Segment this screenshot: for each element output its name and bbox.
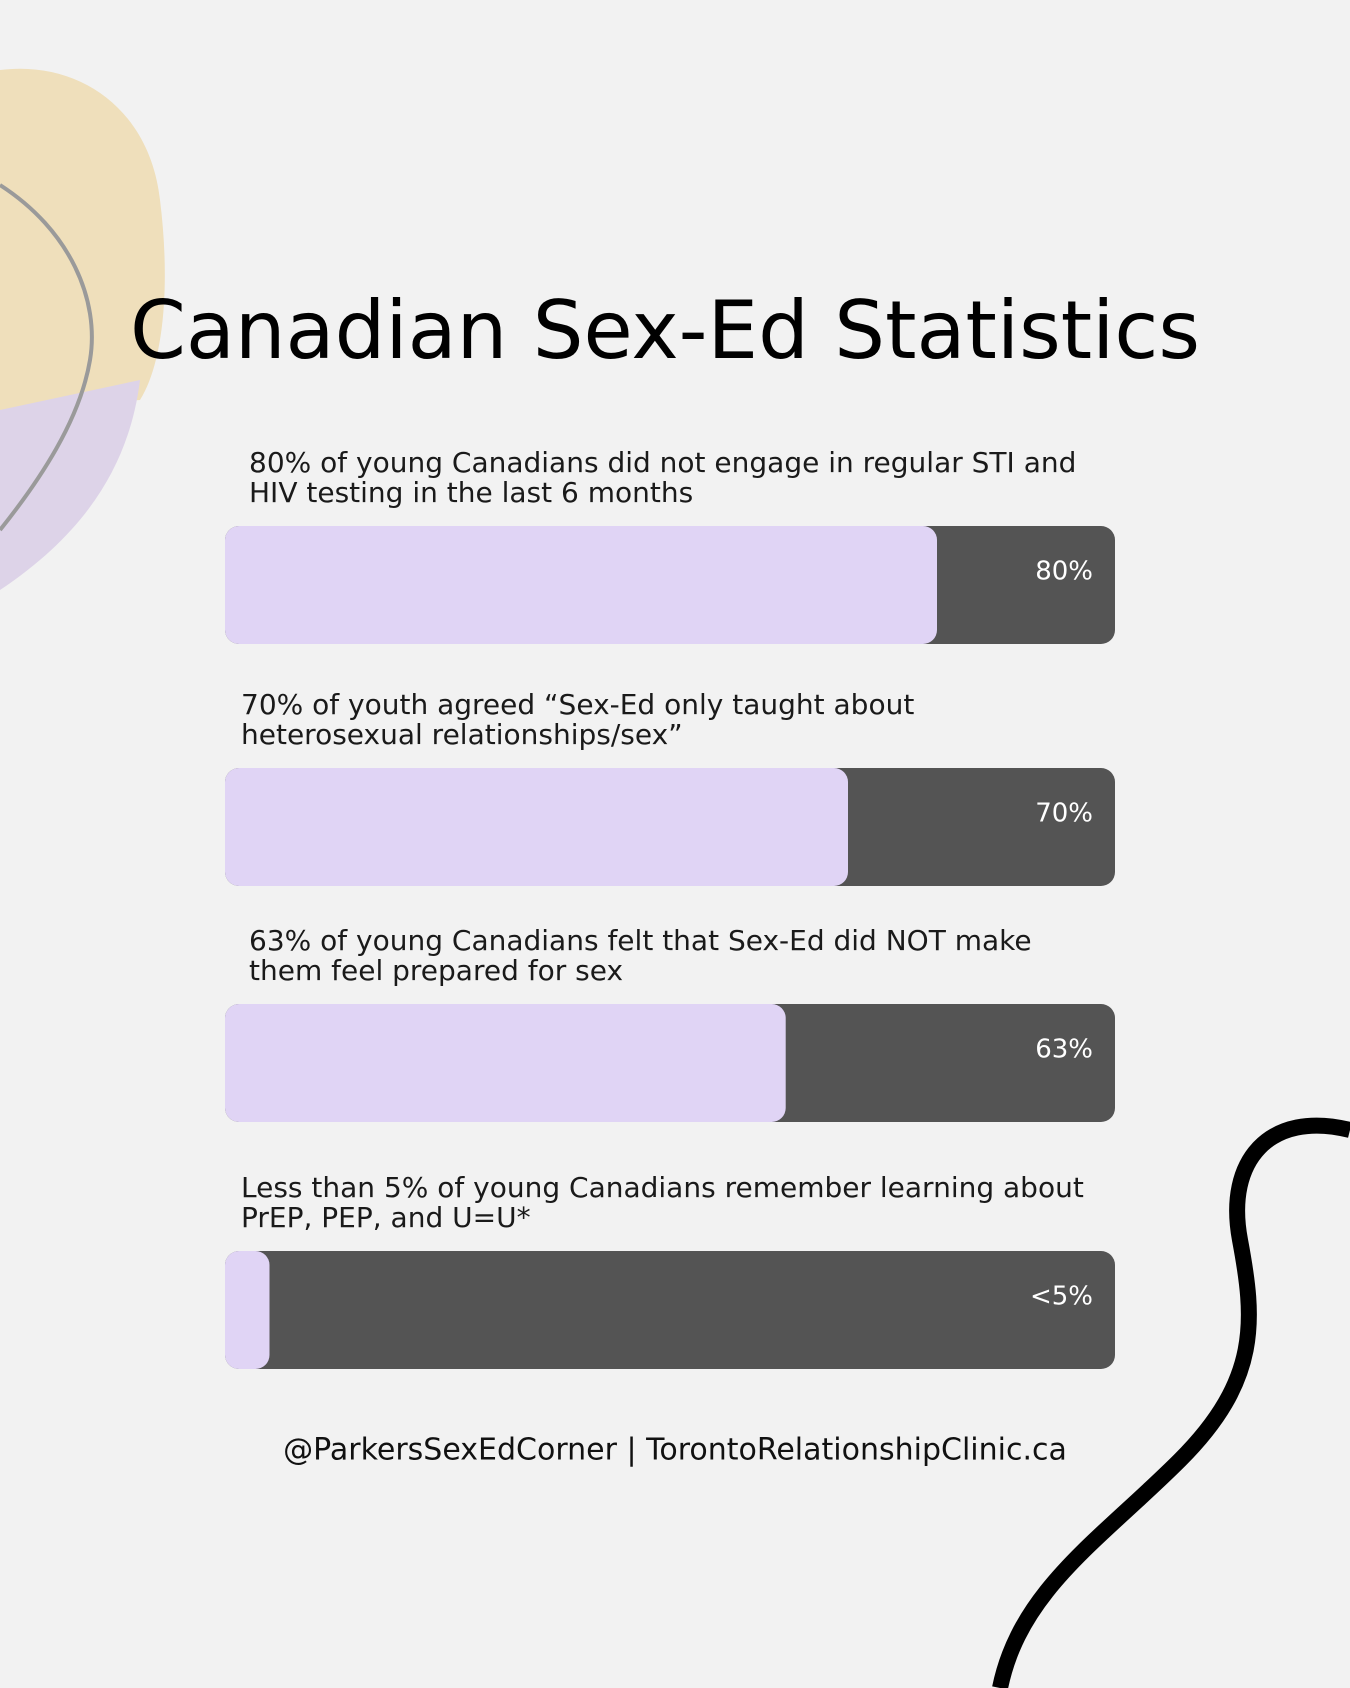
decor-curve — [992, 1117, 1350, 1688]
value-label: 63% — [1035, 1035, 1093, 1065]
value-label: 80% — [1035, 557, 1093, 587]
bar-fill — [225, 526, 937, 644]
footer-source: @ParkersSexEdCorner | TorontoRelationshi… — [283, 1433, 1067, 1468]
stat-description: Less than 5% of young Canadians remember… — [241, 1171, 1084, 1234]
decor-curve — [0, 183, 94, 532]
bar-fill — [225, 1004, 786, 1122]
stat-description: 80% of young Canadians did not engage in… — [249, 446, 1077, 509]
chart-title: Canadian Sex-Ed Statistics — [130, 284, 1200, 377]
stat-description: 70% of youth agreed “Sex-Ed only taught … — [241, 688, 915, 751]
value-label: <5% — [1030, 1282, 1093, 1312]
decor-blob — [0, 380, 140, 590]
bar-track — [225, 1251, 1115, 1369]
decor-blob — [0, 68, 165, 411]
bar-fill — [225, 1251, 270, 1369]
bar-fill — [225, 768, 848, 886]
value-label: 70% — [1035, 799, 1093, 829]
stat-description: 63% of young Canadians felt that Sex-Ed … — [249, 924, 1032, 987]
